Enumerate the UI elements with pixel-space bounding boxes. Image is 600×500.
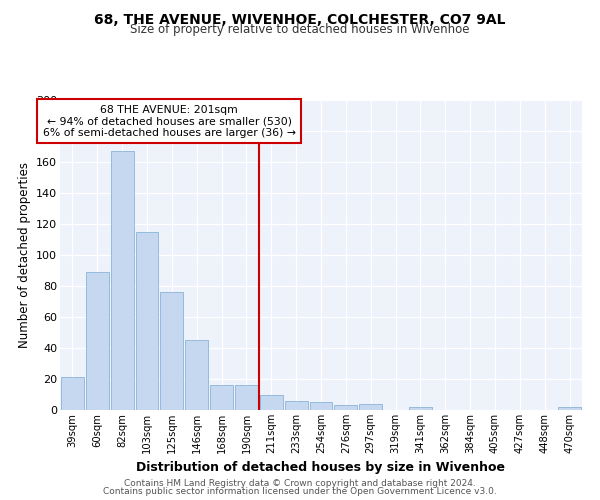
X-axis label: Distribution of detached houses by size in Wivenhoe: Distribution of detached houses by size … — [137, 462, 505, 474]
Bar — [61, 378, 84, 410]
Text: Contains public sector information licensed under the Open Government Licence v3: Contains public sector information licen… — [103, 487, 497, 496]
Bar — [136, 232, 158, 410]
Bar — [260, 394, 283, 410]
Text: Contains HM Land Registry data © Crown copyright and database right 2024.: Contains HM Land Registry data © Crown c… — [124, 478, 476, 488]
Bar — [310, 402, 332, 410]
Text: 68 THE AVENUE: 201sqm
← 94% of detached houses are smaller (530)
6% of semi-deta: 68 THE AVENUE: 201sqm ← 94% of detached … — [43, 104, 296, 138]
Bar — [558, 407, 581, 410]
Bar — [160, 292, 183, 410]
Text: Size of property relative to detached houses in Wivenhoe: Size of property relative to detached ho… — [130, 22, 470, 36]
Bar — [285, 400, 308, 410]
Bar — [185, 340, 208, 410]
Bar — [86, 272, 109, 410]
Y-axis label: Number of detached properties: Number of detached properties — [17, 162, 31, 348]
Bar — [359, 404, 382, 410]
Bar — [210, 385, 233, 410]
Bar — [334, 406, 357, 410]
Bar — [409, 407, 432, 410]
Bar — [111, 151, 134, 410]
Text: 68, THE AVENUE, WIVENHOE, COLCHESTER, CO7 9AL: 68, THE AVENUE, WIVENHOE, COLCHESTER, CO… — [94, 12, 506, 26]
Bar — [235, 385, 258, 410]
